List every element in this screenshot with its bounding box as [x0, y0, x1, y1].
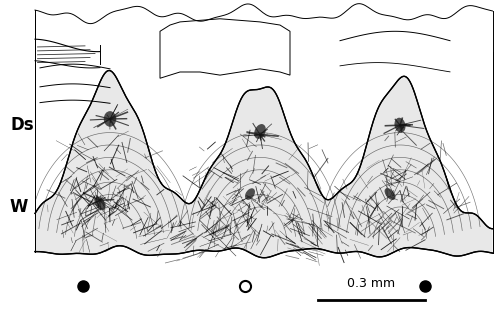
Ellipse shape — [384, 188, 396, 200]
Ellipse shape — [245, 188, 255, 200]
Ellipse shape — [94, 197, 106, 210]
Polygon shape — [35, 70, 492, 258]
Ellipse shape — [394, 118, 406, 133]
Bar — [35, 6, 492, 275]
Text: Ds: Ds — [11, 116, 34, 134]
Ellipse shape — [104, 111, 116, 127]
Text: W: W — [9, 198, 28, 216]
Ellipse shape — [254, 124, 266, 139]
Text: 0.3 mm: 0.3 mm — [347, 277, 395, 290]
Polygon shape — [160, 19, 290, 78]
